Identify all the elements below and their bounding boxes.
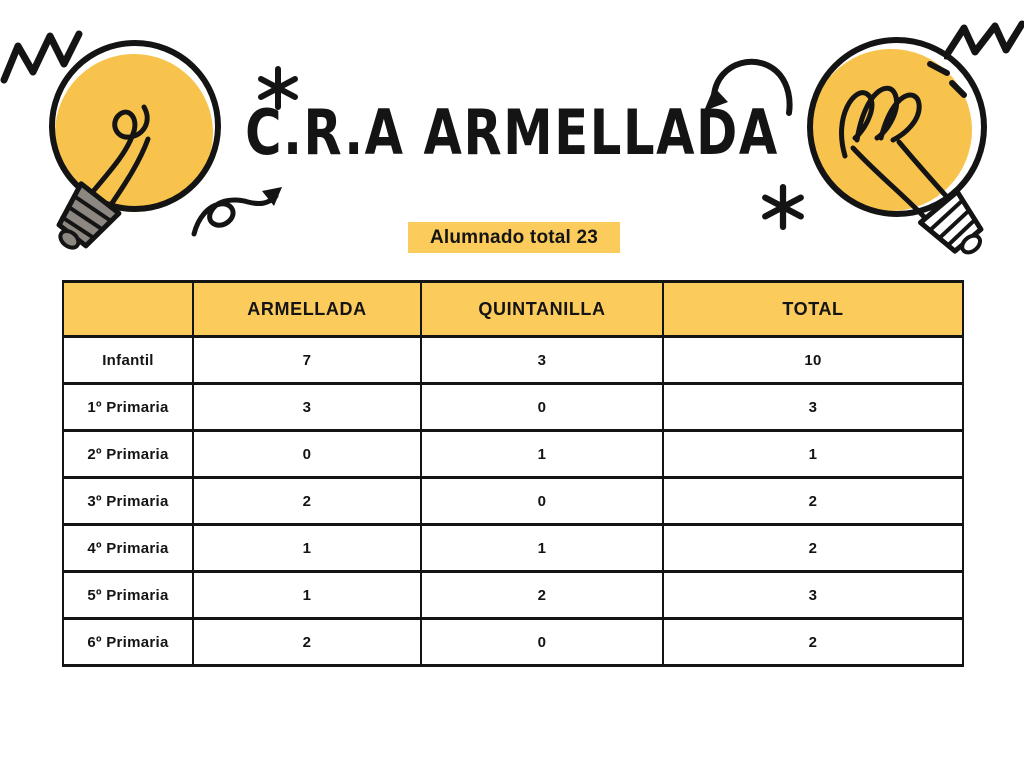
cell-armellada: 7	[192, 335, 422, 385]
enrollment-table: ARMELLADA QUINTANILLA TOTAL Infantil 7 3…	[62, 280, 964, 667]
cell-quintanilla: 3	[420, 335, 664, 385]
table-row: 3º Primaria 2 0 2	[62, 476, 964, 526]
cell-total: 2	[662, 523, 964, 573]
cell-quintanilla: 1	[420, 429, 664, 479]
arc-arrow-icon	[704, 58, 793, 116]
table-corner-cell	[62, 280, 194, 338]
cell-armellada: 1	[192, 570, 422, 620]
table-row: 1º Primaria 3 0 3	[62, 382, 964, 432]
column-header-quintanilla: QUINTANILLA	[420, 280, 664, 338]
row-label: 2º Primaria	[62, 429, 194, 479]
cell-quintanilla: 0	[420, 382, 664, 432]
cell-armellada: 2	[192, 476, 422, 526]
page-title: C.R.A ARMELLADA	[245, 96, 779, 169]
row-label: 6º Primaria	[62, 617, 194, 667]
lightbulb-icon	[807, 37, 987, 255]
table-row: Infantil 7 3 10	[62, 335, 964, 385]
table-header-row: ARMELLADA QUINTANILLA TOTAL	[62, 280, 964, 338]
cell-armellada: 3	[192, 382, 422, 432]
cell-quintanilla: 0	[420, 617, 664, 667]
cell-total: 1	[662, 429, 964, 479]
table-row: 2º Primaria 0 1 1	[62, 429, 964, 479]
column-header-armellada: ARMELLADA	[192, 280, 422, 338]
cell-armellada: 0	[192, 429, 422, 479]
row-label: 5º Primaria	[62, 570, 194, 620]
cell-total: 3	[662, 382, 964, 432]
cell-armellada: 2	[192, 617, 422, 667]
table-row: 6º Primaria 2 0 2	[62, 617, 964, 667]
cell-total: 2	[662, 476, 964, 526]
cell-quintanilla: 2	[420, 570, 664, 620]
row-label: 1º Primaria	[62, 382, 194, 432]
asterisk-icon	[762, 184, 804, 230]
zigzag-icon	[944, 20, 1024, 60]
row-label: 3º Primaria	[62, 476, 194, 526]
cell-armellada: 1	[192, 523, 422, 573]
swirl-arrow-icon	[191, 187, 282, 237]
total-students-badge: Alumnado total 23	[408, 222, 620, 253]
row-label: 4º Primaria	[62, 523, 194, 573]
cell-total: 3	[662, 570, 964, 620]
cell-quintanilla: 1	[420, 523, 664, 573]
cell-quintanilla: 0	[420, 476, 664, 526]
lightbulb-icon	[49, 40, 221, 250]
table-row: 5º Primaria 1 2 3	[62, 570, 964, 620]
asterisk-icon	[258, 66, 298, 110]
column-header-total: TOTAL	[662, 280, 964, 338]
cell-total: 2	[662, 617, 964, 667]
cell-total: 10	[662, 335, 964, 385]
zigzag-icon	[0, 30, 83, 84]
row-label: Infantil	[62, 335, 194, 385]
table-row: 4º Primaria 1 1 2	[62, 523, 964, 573]
